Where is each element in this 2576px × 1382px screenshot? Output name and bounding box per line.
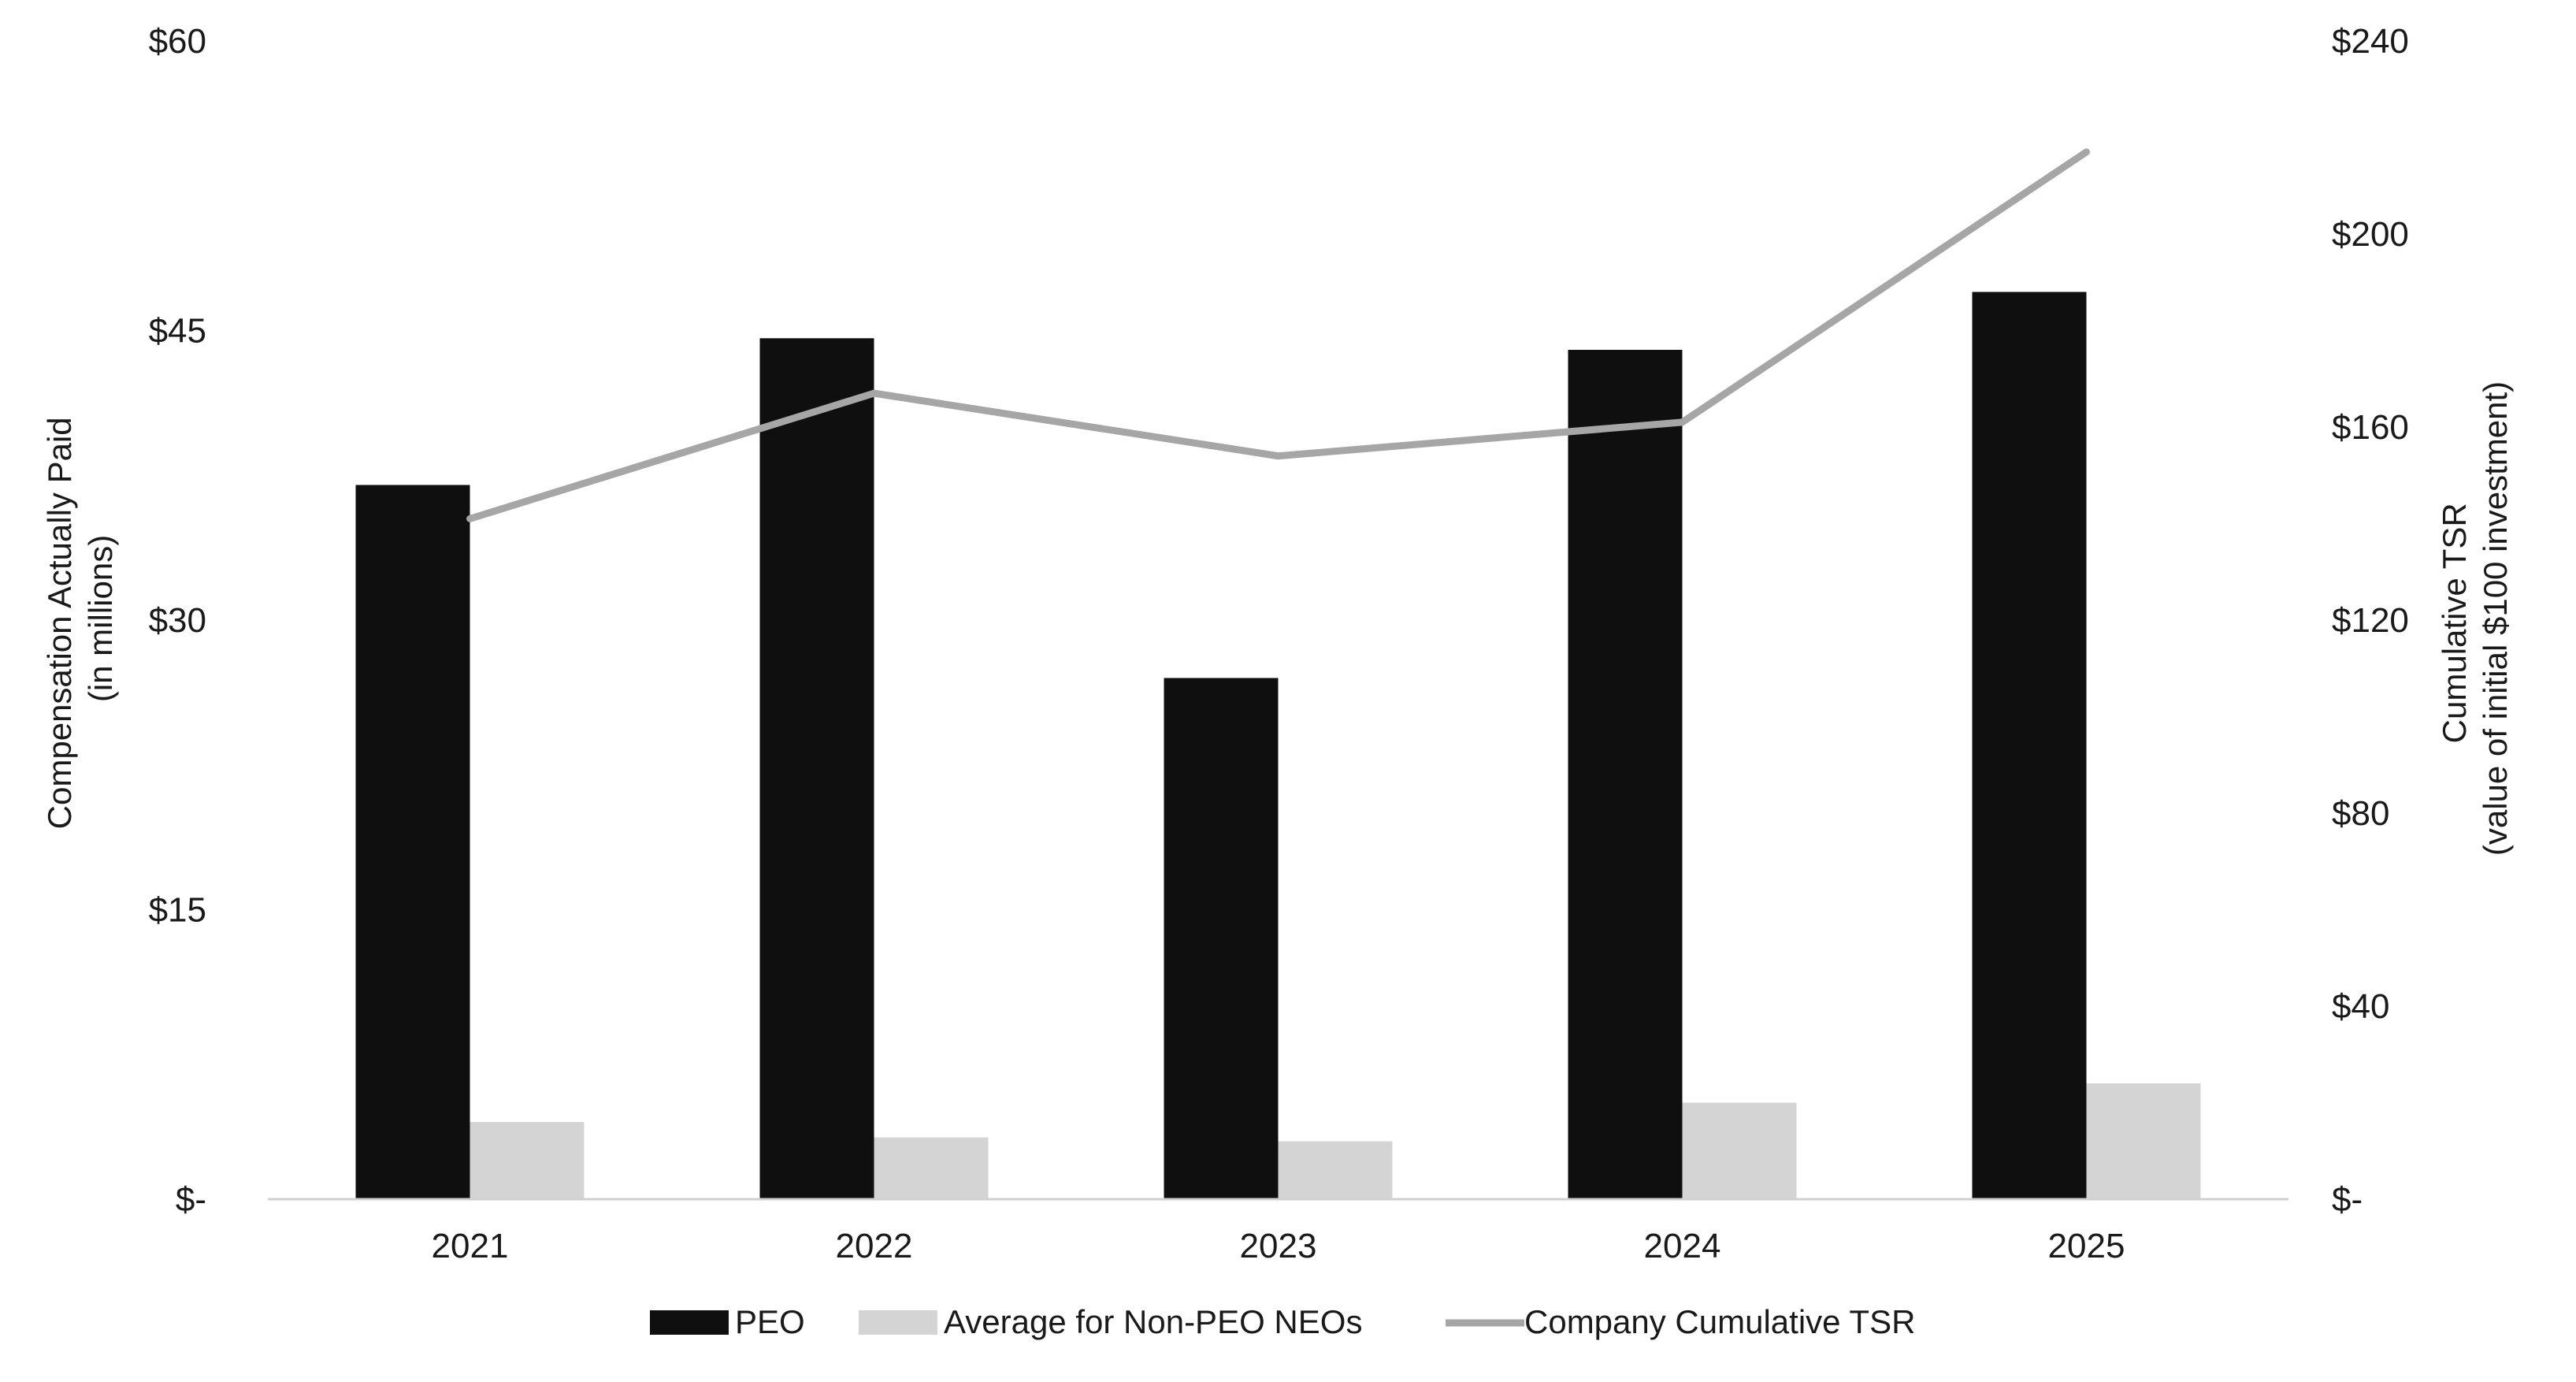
legend-swatch-non-peo-neos	[859, 1310, 937, 1335]
right-axis-ticks: $- $40 $80 $120 $160 $200 $240	[2332, 22, 2409, 1219]
right-tick-label: $200	[2332, 215, 2409, 254]
right-tick-label: $120	[2332, 601, 2409, 640]
right-tick-label: $-	[2332, 1180, 2363, 1219]
x-tick-label-2021: 2021	[432, 1227, 509, 1265]
legend-item-peo: PEO	[650, 1303, 805, 1340]
legend-label-company-tsr: Company Cumulative TSR	[1524, 1303, 1915, 1340]
point-company-tsr-2024	[1679, 418, 1686, 426]
x-tick-label-2024: 2024	[1644, 1227, 1721, 1265]
x-tick-label-2025: 2025	[2048, 1227, 2125, 1265]
bar-peo-2025	[1972, 292, 2087, 1199]
left-tick-label: $45	[149, 312, 206, 351]
bar-non-peo-2024	[1682, 1102, 1797, 1199]
left-axis-title: Compensation Actually Paid (in millions)	[41, 408, 119, 830]
left-tick-label: $-	[176, 1180, 206, 1219]
right-axis-title: Cumulative TSR (value of initial $100 in…	[2436, 381, 2514, 856]
bar-non-peo-2025	[2086, 1083, 2201, 1199]
point-company-tsr-2022	[870, 389, 878, 397]
right-tick-label: $40	[2332, 987, 2389, 1026]
tsr-line-marks	[466, 148, 2090, 522]
bar-peo-2022	[759, 338, 874, 1199]
right-tick-label: $80	[2332, 794, 2389, 833]
x-tick-label-2022: 2022	[836, 1227, 913, 1265]
bar-non-peo-2022	[874, 1137, 989, 1199]
point-company-tsr-2023	[1275, 452, 1282, 460]
left-tick-label: $15	[149, 891, 206, 930]
legend-item-company-tsr: Company Cumulative TSR	[1446, 1303, 1915, 1340]
legend-item-non-peo-neos: Average for Non-PEO NEOs	[859, 1303, 1362, 1340]
point-company-tsr-2021	[466, 515, 473, 522]
bar-non-peo-2023	[1278, 1141, 1393, 1199]
right-tick-label: $240	[2332, 22, 2409, 61]
right-axis-title-line2: (value of initial $100 investment)	[2477, 381, 2514, 856]
left-axis-title-line1: Compensation Actually Paid	[41, 417, 78, 829]
left-axis-title-line2: (in millions)	[82, 535, 119, 702]
bar-marks	[355, 292, 2201, 1199]
line-company-tsr	[469, 149, 2089, 522]
left-axis-ticks: $- $15 $30 $45 $60	[149, 22, 206, 1219]
legend-label-peo: PEO	[735, 1303, 805, 1340]
x-axis-ticks: 2021 2022 2023 2024 2025	[432, 1227, 2125, 1265]
bar-peo-2021	[355, 485, 470, 1199]
legend-swatch-peo	[650, 1310, 729, 1335]
left-tick-label: $30	[149, 601, 206, 640]
legend: PEO Average for Non-PEO NEOs Company Cum…	[650, 1303, 1915, 1340]
right-tick-label: $160	[2332, 408, 2409, 447]
bar-peo-2023	[1164, 678, 1279, 1199]
left-tick-label: $60	[149, 22, 206, 61]
legend-label-non-peo-neos: Average for Non-PEO NEOs	[944, 1303, 1362, 1340]
bar-peo-2024	[1568, 350, 1683, 1199]
x-tick-label-2023: 2023	[1240, 1227, 1317, 1265]
point-company-tsr-2025	[2083, 148, 2090, 156]
right-axis-title-line1: Cumulative TSR	[2436, 503, 2473, 743]
bar-non-peo-2021	[470, 1122, 585, 1199]
